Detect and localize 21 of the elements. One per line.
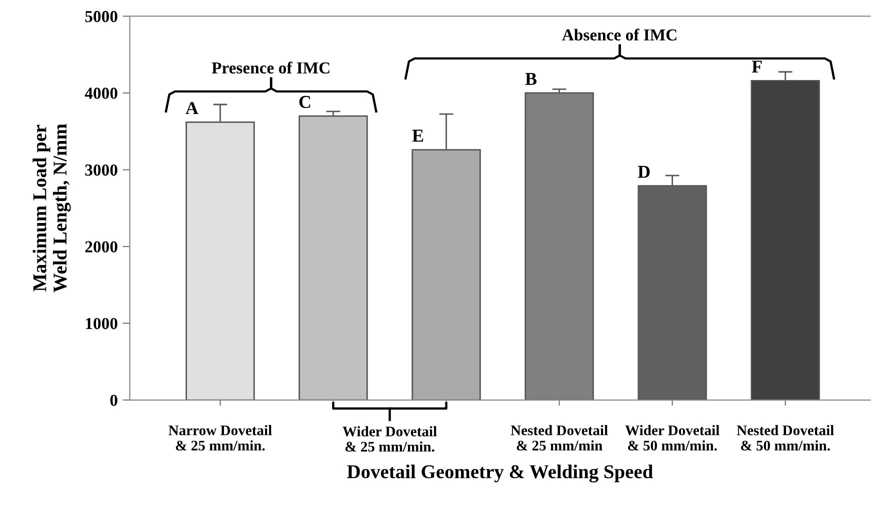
text: Wider Dovetail & 25 mm/min. [342, 426, 437, 452]
y-tick-label: 5000 [85, 10, 118, 22]
y-tick-label: 0 [110, 394, 118, 406]
y-tick-label: 3000 [85, 164, 118, 176]
data-label: C [299, 96, 310, 108]
annotation: Absence of IMC [562, 28, 676, 41]
data-label: D [638, 166, 650, 178]
annotation: Presence of IMC [212, 62, 330, 74]
data-label: A [186, 102, 198, 114]
x-axis-title: Dovetail Geometry & Welding Speed [347, 464, 653, 482]
data-label: E [412, 130, 424, 142]
x-tick-label: Wider Dovetail & 50 mm/min. [625, 425, 720, 451]
y-axis-title: Maximum Load per Weld Length, N/mm [32, 124, 71, 292]
x-tick-label: Nested Dovetail & 25 mm/min [510, 425, 608, 451]
data-label: B [525, 73, 537, 85]
y-tick-label: 2000 [85, 241, 118, 252]
data-label: F [752, 60, 762, 73]
y-tick-label: 1000 [86, 318, 118, 330]
y-tick-label: 4000 [84, 88, 118, 99]
x-tick-label: Narrow Dovetail & 25 mm/min. [168, 425, 272, 451]
x-tick-label: Nested Dovetail & 50 mm/min. [736, 425, 834, 451]
